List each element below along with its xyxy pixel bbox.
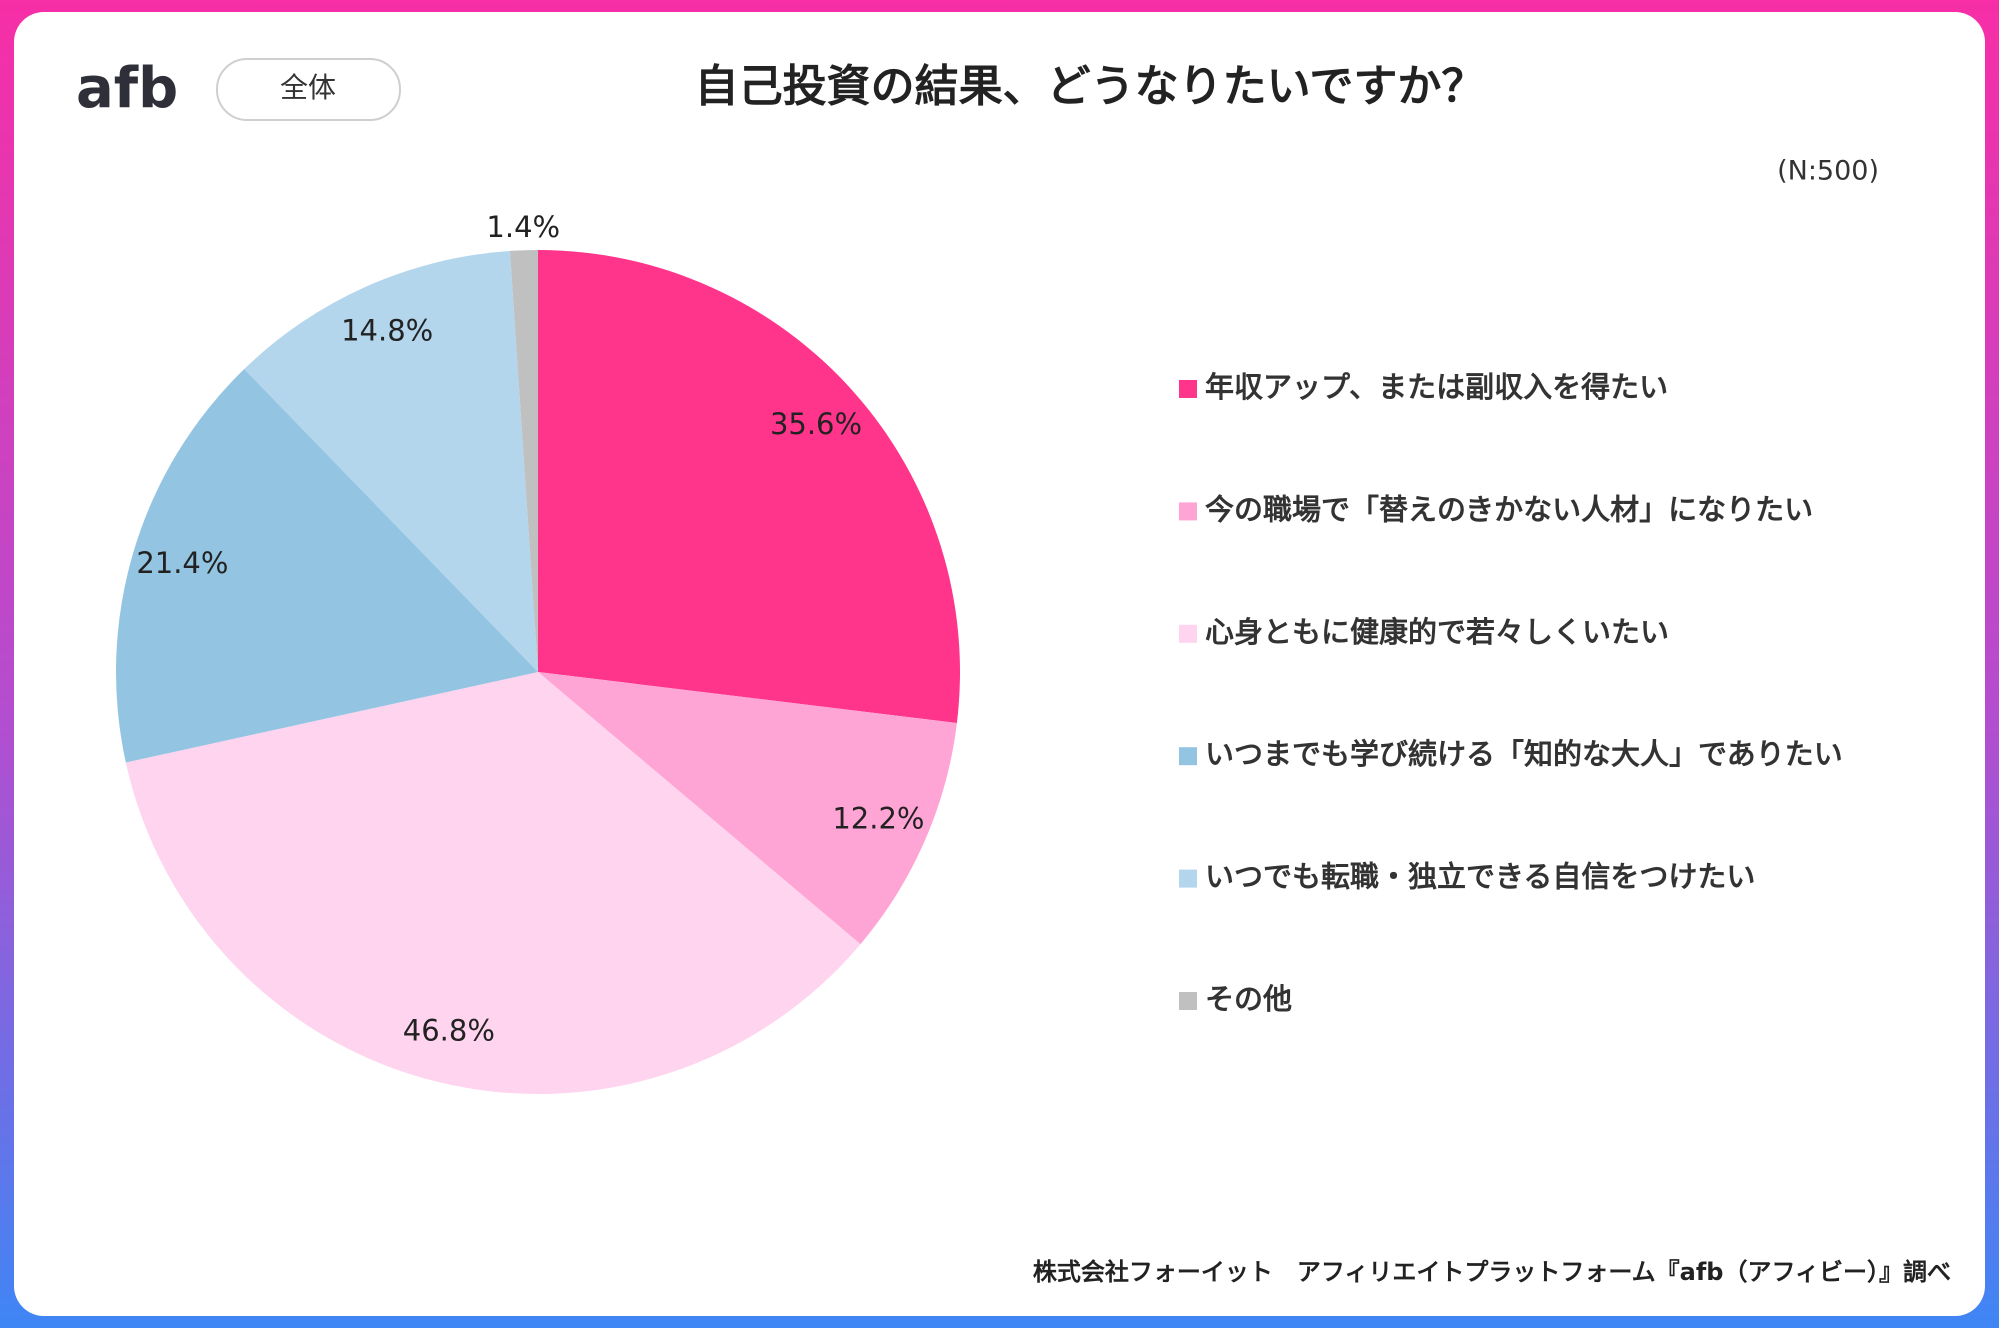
pie-slice	[116, 369, 539, 763]
badge-box	[216, 58, 401, 121]
logo: afb	[76, 56, 178, 121]
legend-swatch	[1179, 502, 1197, 521]
pie-slice	[538, 672, 957, 945]
legend-label: いつまでも学び続ける「知的な大人」でありたい	[1205, 737, 1843, 771]
data-label: 1.4%	[486, 210, 560, 244]
legend-swatch	[1179, 624, 1197, 643]
legend-swatch	[1179, 869, 1197, 888]
legend-label: 年収アップ、または副収入を得たい	[1205, 370, 1668, 404]
legend-label: 今の職場で「替えのきかない人材」になりたい	[1205, 492, 1813, 526]
legend-swatch	[1179, 747, 1197, 766]
data-label: 46.8%	[403, 1014, 495, 1048]
data-label: 14.8%	[341, 314, 433, 348]
legend-swatch	[1179, 380, 1197, 398]
pie-slice	[538, 250, 961, 724]
pie-slice	[509, 250, 538, 672]
note: (N:500)	[1777, 156, 1879, 187]
pie-slice	[244, 250, 538, 673]
pie-slice	[125, 672, 861, 1095]
data-label: 35.6%	[770, 407, 862, 441]
legend-label: その他	[1205, 982, 1292, 1016]
chart-title: 自己投資の結果、どうなりたいですか？	[695, 61, 1486, 112]
legend-label: 心身ともに健康的で若々しくいたい	[1205, 615, 1669, 649]
legend-label: いつでも転職・独立できる自信をつけたい	[1205, 860, 1755, 894]
data-label: 21.4%	[136, 546, 228, 580]
badge: 全体	[280, 71, 336, 104]
data-label: 12.2%	[832, 801, 924, 835]
source: 株式会社フォーイット アフィリエイトプラットフォーム『afb（アフィビー）』調べ	[1033, 1258, 1951, 1286]
legend-swatch	[1179, 992, 1197, 1010]
